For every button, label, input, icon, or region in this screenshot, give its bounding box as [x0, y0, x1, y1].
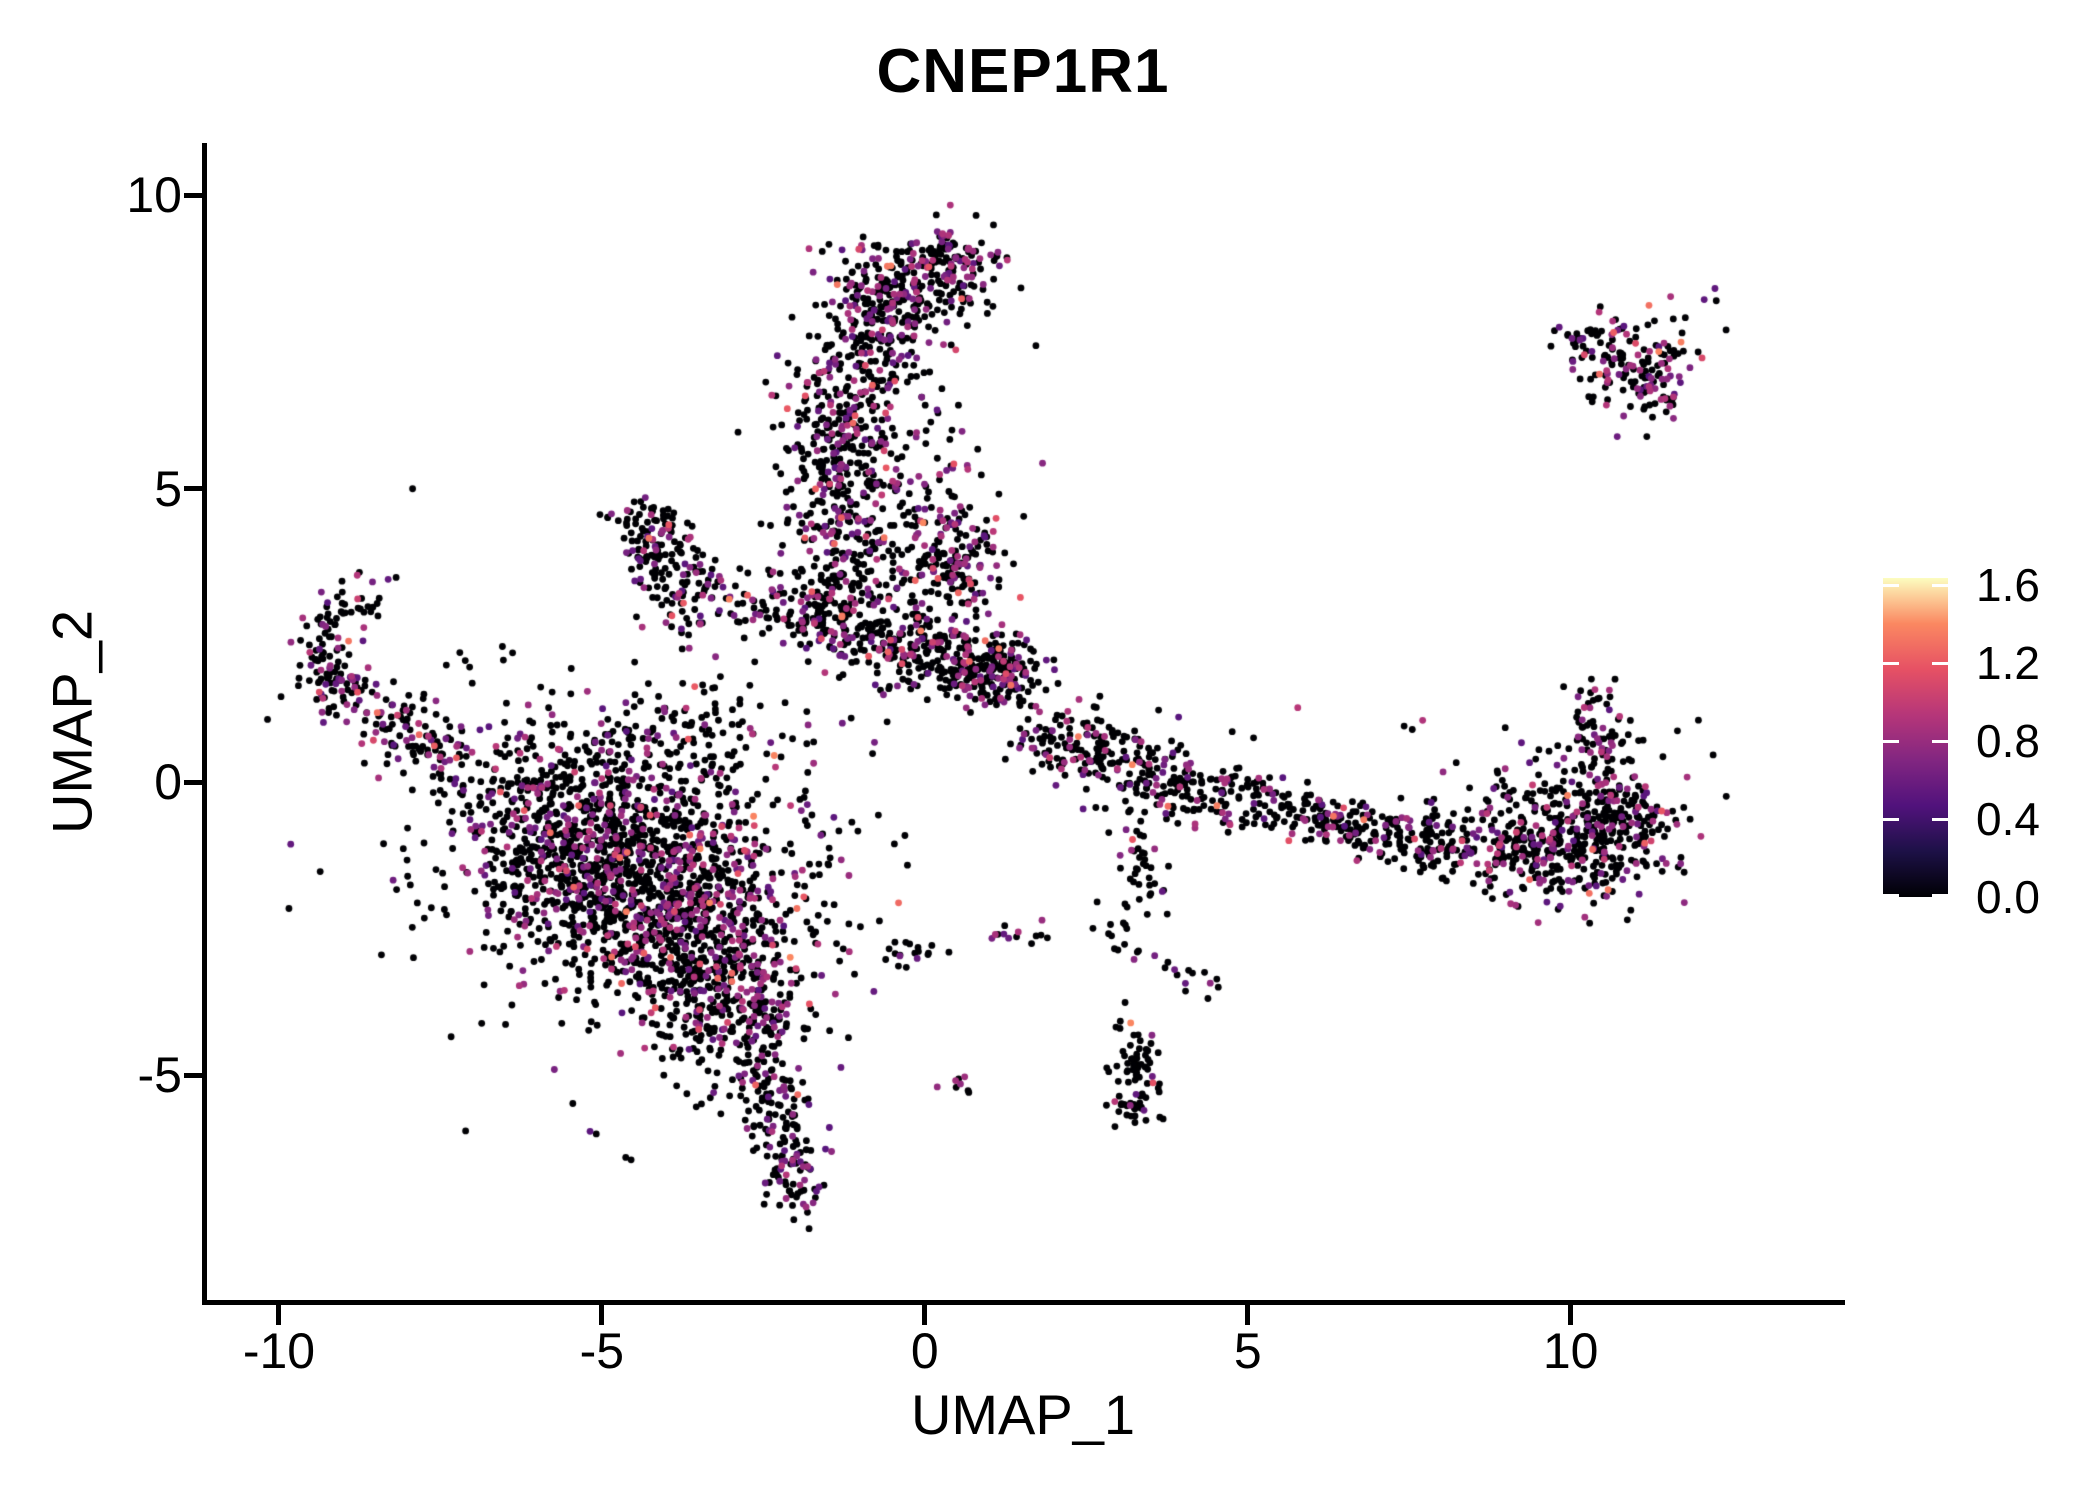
y-axis-tick-label: 10 — [126, 167, 182, 224]
x-axis-title: UMAP_1 — [910, 1383, 1136, 1446]
y-axis-line — [202, 143, 207, 1305]
legend-tick-label: 0.0 — [1976, 871, 2040, 923]
legend-tick-mark — [1883, 661, 1899, 665]
legend-tick-mark — [1932, 739, 1948, 743]
legend-tick-mark — [1883, 739, 1899, 743]
x-axis-tick-mark — [599, 1305, 605, 1325]
legend-tick-mark — [1932, 583, 1948, 587]
y-axis-tick-mark — [184, 1072, 204, 1078]
legend-tick-label: 0.4 — [1976, 793, 2040, 845]
plot-title: CNEP1R1 — [876, 37, 1170, 106]
legend-tick-mark — [1883, 817, 1899, 821]
y-axis-tick-label: 5 — [154, 460, 182, 517]
x-axis-tick-label: 10 — [1542, 1323, 1599, 1379]
y-axis-tick-mark — [184, 779, 204, 785]
legend-tick-label: 0.8 — [1976, 715, 2040, 767]
x-axis-tick-label: -10 — [242, 1323, 316, 1379]
legend-tick-mark — [1932, 661, 1948, 665]
x-axis-tick-mark — [1568, 1305, 1574, 1325]
x-axis-tick-mark — [922, 1305, 928, 1325]
x-axis-tick-label: 0 — [910, 1323, 939, 1379]
legend-tick-mark — [1932, 817, 1948, 821]
legend-tick-label: 1.6 — [1976, 559, 2040, 612]
x-axis-tick-mark — [1245, 1305, 1251, 1325]
y-axis-tick-label: -5 — [137, 1047, 182, 1104]
x-axis-line — [202, 1300, 1845, 1305]
y-axis-tick-mark — [184, 486, 204, 492]
x-axis-tick-label: 5 — [1233, 1323, 1262, 1379]
legend-tick-label: 1.2 — [1976, 637, 2040, 689]
y-axis-tick-label: 0 — [154, 754, 182, 811]
y-axis-tick-mark — [184, 192, 204, 198]
legend-colorbar — [1883, 578, 1948, 897]
x-axis-tick-label: -5 — [579, 1323, 625, 1379]
legend-tick-mark — [1883, 583, 1899, 587]
y-axis-title: UMAP_2 — [40, 609, 104, 835]
x-axis-tick-mark — [276, 1305, 282, 1325]
legend-tick-mark — [1932, 894, 1948, 897]
legend-tick-mark — [1883, 894, 1899, 897]
